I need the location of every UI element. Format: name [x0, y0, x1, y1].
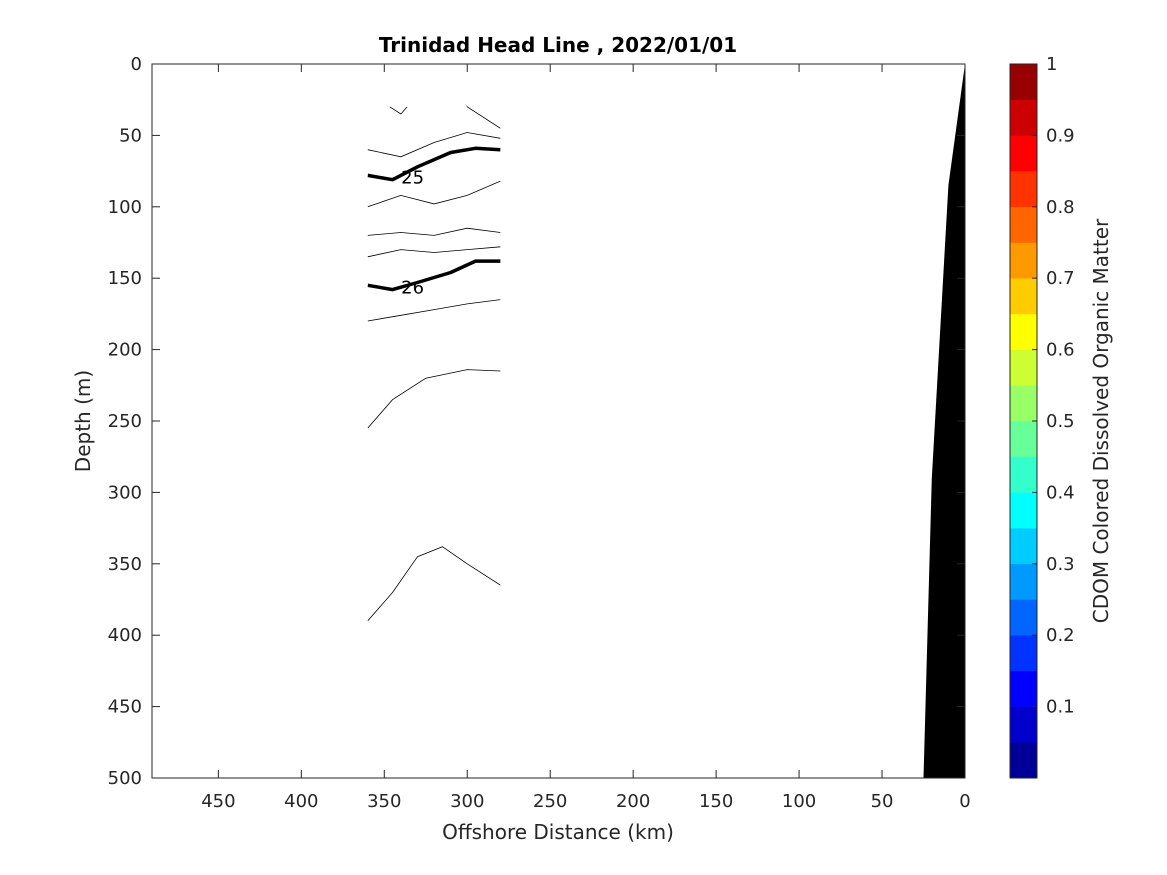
- colorbar-tick-label: 0.7: [1046, 268, 1075, 289]
- colorbar-segment: [1010, 421, 1037, 457]
- y-tick-label: 500: [108, 768, 142, 789]
- colorbar-segment: [1010, 635, 1037, 672]
- y-tick-label: 250: [108, 411, 142, 432]
- y-tick-label: 100: [108, 197, 142, 218]
- y-tick-label: 350: [108, 554, 142, 575]
- chart-title: Trinidad Head Line , 2022/01/01: [379, 33, 737, 57]
- colorbar-tick-label: 0.2: [1046, 625, 1075, 646]
- colorbar: 0.1 0.2 0.3 0.4 0.5 0.6 0.7 0.8 0.9 1: [1009, 54, 1075, 779]
- x-tick-label: 350: [367, 791, 401, 812]
- x-axis: 450 400 350 300 250 200 150 100 50 0: [201, 64, 971, 812]
- colorbar-segment: [1010, 313, 1037, 350]
- x-tick-label: 200: [616, 791, 650, 812]
- density-contour-26: [367, 259, 501, 292]
- x-tick-label: 50: [871, 791, 894, 812]
- y-tick-label: 300: [108, 482, 142, 503]
- colorbar-segment: [1010, 64, 1037, 100]
- bathymetry-layer: [923, 64, 965, 778]
- thin-contour: [367, 369, 501, 429]
- x-tick-label: 450: [201, 791, 235, 812]
- colorbar-tick-label: 0.3: [1046, 554, 1075, 575]
- colorbar-segment: [1010, 278, 1037, 315]
- x-tick-label: 250: [533, 791, 567, 812]
- colorbar-segment: [1010, 99, 1037, 136]
- plot-background: [152, 64, 965, 778]
- colorbar-tick-label: 0.5: [1046, 411, 1075, 432]
- thin-contour: [367, 132, 501, 158]
- colorbar-segment: [1010, 492, 1037, 529]
- colorbar-segment: [1010, 599, 1037, 636]
- colorbar-segment: [1010, 206, 1037, 243]
- y-axis: 0 50 100 150 200 250 300 350 400 450 500: [108, 54, 965, 789]
- y-tick-label: 400: [108, 625, 142, 646]
- colorbar-tick-label: 0.1: [1046, 697, 1075, 718]
- density-contours: 25 26: [367, 74, 501, 622]
- x-tick-label: 0: [959, 791, 970, 812]
- colorbar-tick-label: 0.9: [1046, 125, 1075, 146]
- x-tick-label: 400: [284, 791, 318, 812]
- y-tick-label: 50: [119, 125, 142, 146]
- colorbar-tick-label: 0.6: [1046, 340, 1075, 361]
- colorbar-segment: [1010, 563, 1037, 600]
- colorbar-segment: [1010, 706, 1037, 743]
- bathymetry: [923, 64, 965, 778]
- thin-contour: [367, 299, 501, 322]
- colorbar-segment: [1010, 349, 1037, 386]
- thin-contour: [367, 180, 501, 208]
- plot-area: 25 26: [151, 63, 966, 779]
- thin-contour: [367, 246, 501, 258]
- thin-contour: [367, 546, 501, 622]
- colorbar-segment: [1010, 171, 1037, 208]
- y-tick-label: 150: [108, 268, 142, 289]
- y-axis-label: Depth (m): [71, 370, 95, 472]
- y-tick-label: 200: [108, 340, 142, 361]
- x-tick-label: 150: [699, 791, 733, 812]
- colorbar-segment: [1010, 135, 1037, 172]
- colorbar-segment: [1010, 385, 1037, 422]
- colorbar-segment: [1010, 742, 1037, 779]
- colorbar-tick-label: 1: [1046, 54, 1057, 75]
- colorbar-segment: [1010, 456, 1037, 493]
- colorbar-segment: [1010, 242, 1037, 279]
- x-tick-label: 100: [782, 791, 816, 812]
- colorbar-tick-label: 0.8: [1046, 197, 1075, 218]
- colorbar-tick-label: 0.4: [1046, 482, 1075, 503]
- density-contour-25: [367, 146, 501, 182]
- contour-label-26: 26: [401, 278, 424, 299]
- x-axis-label: Offshore Distance (km): [442, 820, 674, 844]
- y-tick-label: 450: [108, 697, 142, 718]
- x-tick-label: 300: [450, 791, 484, 812]
- thin-contour: [367, 227, 501, 236]
- colorbar-segment: [1010, 670, 1037, 707]
- y-tick-label: 0: [131, 54, 142, 75]
- colorbar-segment: [1010, 528, 1037, 565]
- colorbar-label: CDOM Colored Dissolved Organic Matter: [1089, 218, 1113, 623]
- contour-label-25: 25: [401, 168, 424, 189]
